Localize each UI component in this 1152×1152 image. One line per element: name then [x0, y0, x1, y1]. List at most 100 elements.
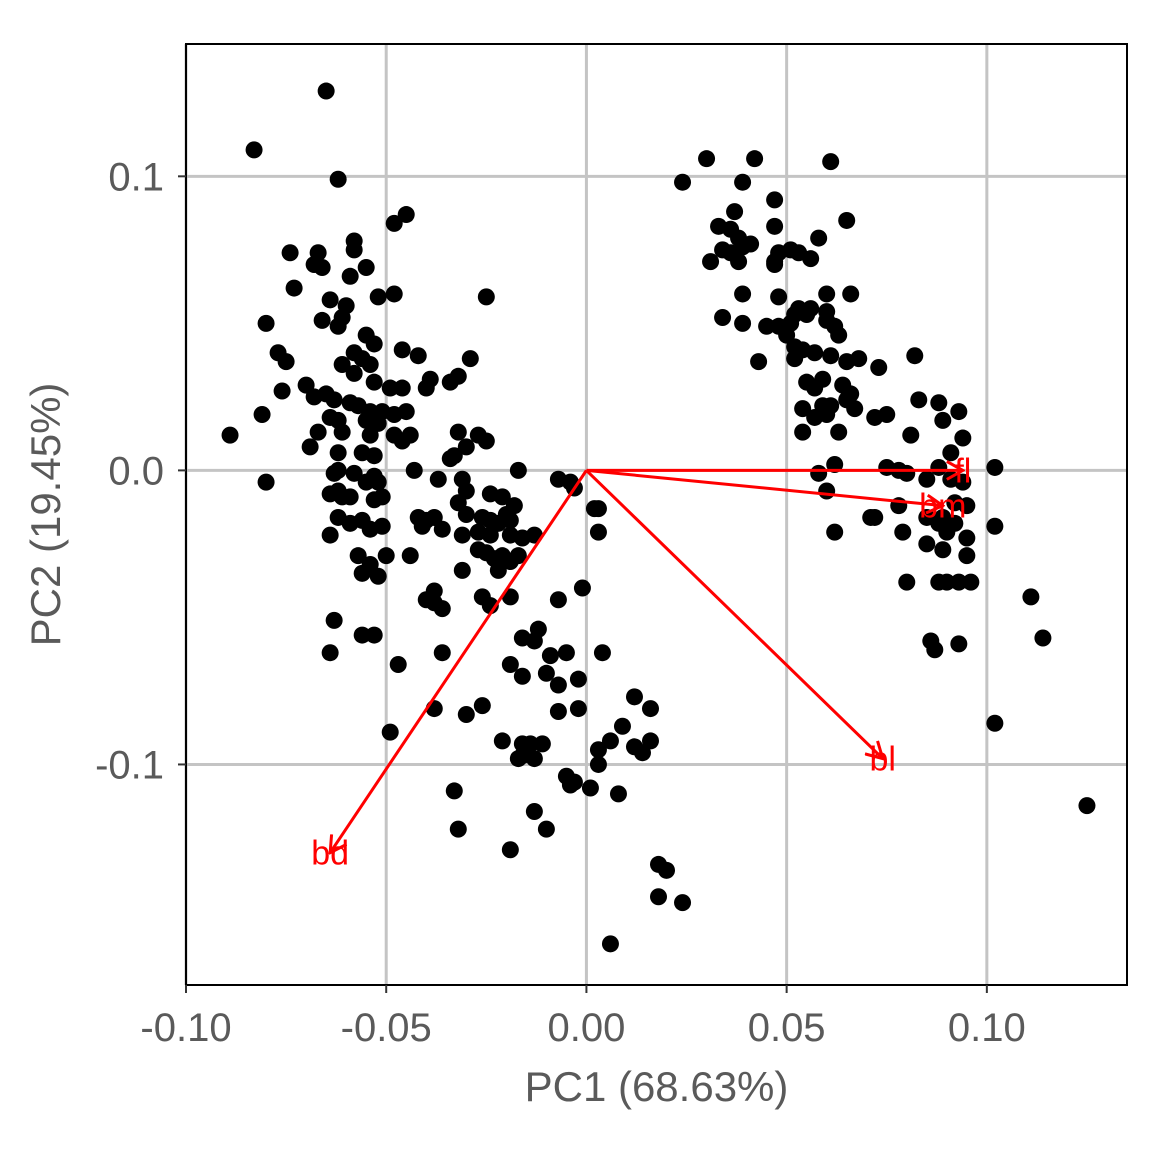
data-point: [1034, 629, 1052, 647]
data-point: [493, 732, 511, 750]
data-point: [565, 773, 583, 791]
data-point: [802, 300, 820, 318]
data-point: [846, 400, 864, 418]
data-point: [501, 841, 519, 859]
data-point: [477, 432, 495, 450]
data-point: [305, 388, 323, 406]
data-point: [457, 438, 475, 456]
data-point: [513, 735, 531, 753]
data-point: [601, 732, 619, 750]
data-point: [818, 285, 836, 303]
data-point: [674, 173, 692, 191]
data-point: [1078, 797, 1096, 815]
data-point: [589, 755, 607, 773]
data-point: [377, 547, 395, 565]
x-tick-label: 0.10: [948, 1006, 1026, 1050]
data-point: [245, 141, 263, 159]
data-point: [389, 655, 407, 673]
data-point: [285, 279, 303, 297]
loading-label-bl: bl: [870, 741, 896, 779]
loading-arrow-bd: [330, 469, 588, 852]
data-point: [525, 632, 543, 650]
data-point: [277, 353, 295, 371]
data-point: [866, 508, 884, 526]
data-point: [385, 214, 403, 232]
data-point: [533, 735, 551, 753]
data-point: [758, 317, 776, 335]
data-point: [734, 173, 752, 191]
x-axis-title: PC1 (68.63%): [525, 1063, 789, 1110]
data-point: [321, 291, 339, 309]
data-point: [906, 347, 924, 365]
data-point: [898, 464, 916, 482]
data-point: [345, 364, 363, 382]
data-point: [698, 150, 716, 168]
data-point: [826, 523, 844, 541]
data-point: [365, 626, 383, 644]
data-point: [333, 423, 351, 441]
data-point: [958, 529, 976, 547]
data-point: [409, 347, 427, 365]
data-point: [926, 641, 944, 659]
loading-arrow-bl: [585, 469, 882, 758]
data-point: [397, 403, 415, 421]
data-point: [838, 211, 856, 229]
data-point: [281, 244, 299, 262]
data-point: [329, 170, 347, 188]
data-point: [898, 573, 916, 591]
data-point: [910, 391, 928, 409]
data-point: [986, 458, 1004, 476]
data-point: [842, 285, 860, 303]
data-point: [385, 285, 403, 303]
data-point: [674, 894, 692, 912]
data-point: [794, 400, 812, 418]
data-point: [613, 717, 631, 735]
data-point: [341, 488, 359, 506]
data-point: [349, 547, 367, 565]
data-point: [449, 820, 467, 838]
data-point: [353, 564, 371, 582]
data-point: [950, 573, 968, 591]
data-point: [930, 394, 948, 412]
data-point: [513, 529, 531, 547]
data-point: [221, 426, 239, 444]
loading-label-bm: bm: [919, 488, 966, 526]
data-point: [734, 285, 752, 303]
data-point: [537, 820, 555, 838]
data-point: [345, 464, 363, 482]
data-point: [770, 288, 788, 306]
data-point: [902, 426, 920, 444]
data-point: [950, 403, 968, 421]
data-point: [557, 644, 575, 662]
data-point: [942, 444, 960, 462]
data-point: [457, 506, 475, 523]
data-point: [806, 344, 824, 362]
data-point: [357, 473, 375, 491]
data-point: [365, 447, 383, 465]
data-point: [365, 373, 383, 391]
loading-label-bd: bd: [311, 835, 349, 873]
data-point: [445, 447, 463, 465]
loading-arrow-bm: [586, 468, 942, 505]
data-point: [541, 647, 559, 665]
data-point: [589, 500, 607, 518]
data-point: [329, 444, 347, 462]
data-point: [405, 461, 423, 479]
data-point: [814, 370, 832, 388]
data-point: [549, 591, 567, 609]
y-tick-label: -0.1: [95, 743, 164, 787]
data-point: [609, 785, 627, 803]
data-point: [918, 470, 936, 488]
data-point: [958, 547, 976, 565]
data-point: [766, 256, 784, 274]
data-point: [321, 644, 339, 662]
data-point: [826, 456, 844, 474]
data-point: [569, 700, 587, 718]
data-point: [413, 517, 431, 535]
data-point: [766, 191, 784, 209]
data-point: [257, 314, 275, 332]
data-point: [453, 526, 471, 544]
data-point: [369, 473, 387, 491]
data-point: [714, 308, 732, 326]
